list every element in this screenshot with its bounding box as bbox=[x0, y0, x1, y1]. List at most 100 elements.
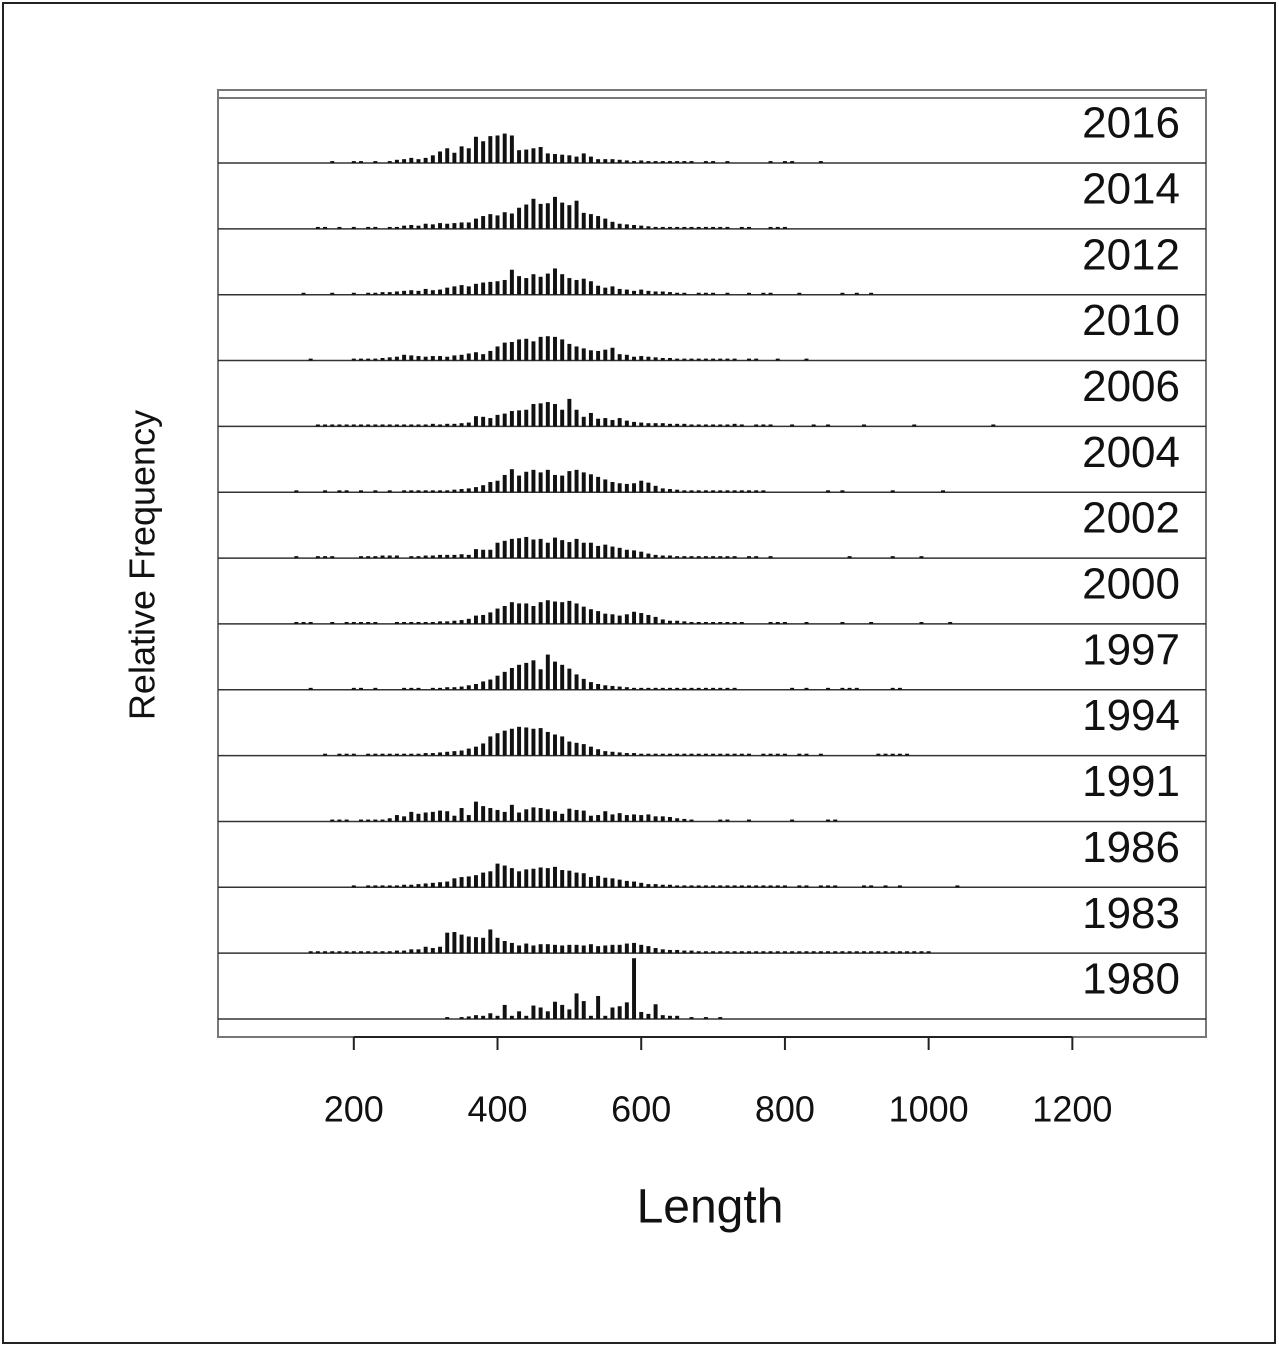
bar bbox=[761, 753, 766, 756]
bar bbox=[775, 753, 780, 756]
bar bbox=[725, 161, 730, 163]
bar bbox=[646, 687, 651, 690]
bar bbox=[653, 753, 658, 756]
bar bbox=[315, 556, 320, 559]
bar bbox=[610, 419, 615, 427]
bar bbox=[632, 550, 637, 559]
bar bbox=[660, 488, 665, 493]
bar bbox=[617, 944, 622, 954]
bar bbox=[732, 951, 737, 954]
bar bbox=[682, 556, 687, 559]
bar bbox=[459, 934, 464, 954]
bar bbox=[610, 286, 615, 295]
bar bbox=[646, 226, 651, 229]
bar bbox=[538, 203, 543, 229]
bar bbox=[373, 292, 378, 295]
bar bbox=[682, 423, 687, 427]
bar bbox=[438, 882, 443, 888]
bar bbox=[509, 1015, 514, 1019]
bar bbox=[488, 808, 493, 822]
bar bbox=[603, 945, 608, 954]
bar bbox=[588, 815, 593, 822]
bar bbox=[718, 687, 723, 690]
bar bbox=[473, 1015, 478, 1019]
bar bbox=[747, 490, 751, 493]
bar bbox=[445, 1017, 450, 1019]
bar bbox=[761, 292, 766, 295]
bar bbox=[531, 728, 536, 756]
bar bbox=[718, 1017, 723, 1019]
bar bbox=[423, 883, 428, 888]
bar bbox=[452, 152, 457, 163]
bar bbox=[517, 207, 522, 229]
bar bbox=[682, 753, 687, 756]
bar bbox=[315, 424, 320, 427]
bar bbox=[337, 490, 342, 493]
bar bbox=[502, 1004, 507, 1019]
bar bbox=[459, 620, 464, 624]
bar bbox=[675, 489, 680, 493]
bar bbox=[430, 290, 435, 295]
bar bbox=[567, 600, 572, 624]
bar bbox=[696, 622, 701, 624]
bar bbox=[667, 555, 672, 559]
bar bbox=[445, 490, 450, 493]
bar bbox=[639, 225, 644, 229]
bar bbox=[718, 226, 723, 229]
bar bbox=[531, 660, 536, 690]
bar bbox=[323, 424, 328, 427]
panel-label: 2000 bbox=[1082, 560, 1180, 609]
bar bbox=[718, 424, 723, 427]
bar bbox=[689, 622, 694, 624]
bar bbox=[445, 621, 450, 624]
bar bbox=[646, 946, 651, 954]
bar bbox=[596, 995, 601, 1019]
bar bbox=[524, 204, 529, 229]
bar bbox=[660, 753, 665, 756]
bar bbox=[481, 282, 486, 295]
bar bbox=[840, 490, 845, 493]
bar bbox=[667, 884, 672, 888]
bar bbox=[624, 614, 629, 624]
bar bbox=[624, 687, 629, 690]
panel-label: 1997 bbox=[1082, 625, 1180, 674]
bar bbox=[653, 357, 658, 361]
bar bbox=[718, 819, 723, 822]
bar bbox=[596, 545, 601, 559]
bar bbox=[581, 606, 586, 624]
bar bbox=[682, 490, 687, 493]
bar bbox=[711, 358, 716, 361]
bar bbox=[574, 809, 579, 822]
bar bbox=[653, 1004, 658, 1019]
bar bbox=[517, 945, 522, 954]
bar bbox=[826, 819, 831, 822]
bar bbox=[596, 216, 601, 229]
bar bbox=[538, 336, 543, 361]
bar bbox=[653, 948, 658, 954]
bar bbox=[696, 885, 701, 888]
bar bbox=[782, 951, 787, 954]
bar bbox=[624, 289, 629, 295]
bar bbox=[308, 358, 313, 361]
bar bbox=[682, 818, 687, 822]
bar bbox=[675, 161, 680, 163]
bar bbox=[596, 749, 601, 756]
bar bbox=[409, 687, 414, 690]
bar bbox=[890, 753, 895, 756]
bar bbox=[409, 225, 414, 229]
bar bbox=[387, 951, 392, 954]
bar bbox=[567, 343, 572, 361]
bar bbox=[811, 951, 816, 954]
bar bbox=[768, 424, 773, 427]
bar bbox=[466, 286, 471, 295]
bar bbox=[574, 409, 579, 427]
bar bbox=[351, 226, 356, 229]
bar bbox=[330, 424, 335, 427]
bar bbox=[797, 753, 802, 756]
bar bbox=[560, 870, 565, 888]
bar bbox=[861, 951, 866, 954]
bar bbox=[718, 490, 723, 493]
bar bbox=[409, 811, 414, 822]
bar bbox=[703, 292, 708, 295]
bar bbox=[509, 942, 514, 954]
